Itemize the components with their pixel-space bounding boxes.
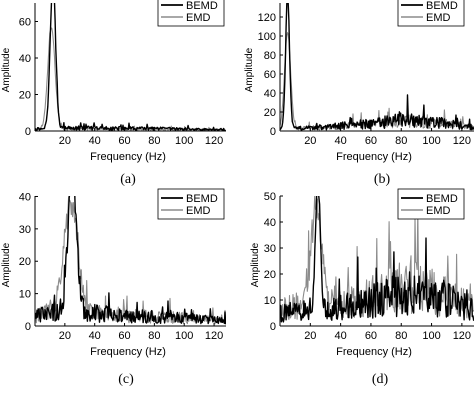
y-tick-label: 40	[264, 217, 276, 229]
y-tick-label: 10	[19, 289, 31, 301]
panel-label: (a)	[120, 172, 136, 187]
legend-entry: BEMD	[186, 193, 218, 205]
x-tick-label: 40	[89, 135, 101, 147]
y-tick-label: 30	[264, 243, 276, 255]
x-tick-label: 120	[453, 330, 471, 342]
y-tick-label: 20	[19, 90, 31, 102]
legend-box	[157, 188, 225, 220]
x-tick-label: 40	[89, 330, 101, 342]
x-tick-label: 40	[335, 135, 347, 147]
y-tick-label: 20	[264, 107, 276, 119]
x-tick-label: 80	[395, 135, 407, 147]
x-tick-label: 120	[205, 135, 223, 147]
y-axis-label: Amplitude	[1, 47, 12, 92]
y-tick-label: 40	[19, 53, 31, 65]
legend-entry: EMD	[426, 12, 451, 24]
figure-caption-cropped	[2, 382, 472, 402]
panel-label: (c)	[118, 372, 134, 387]
x-tick-label: 120	[453, 135, 471, 147]
panel-label: (d)	[372, 372, 389, 387]
y-tick-label: 80	[264, 50, 276, 62]
legend-box	[397, 0, 465, 27]
x-tick-label: 100	[175, 135, 193, 147]
legend-entry: BEMD	[186, 0, 218, 12]
x-axis-label: Frequency (Hz)	[90, 151, 166, 163]
y-tick-label: 0	[270, 126, 276, 138]
series-line-bemd	[35, 196, 226, 325]
y-tick-label: 50	[264, 191, 276, 203]
series-line-emd	[280, 32, 474, 131]
x-tick-label: 40	[335, 330, 347, 342]
x-tick-label: 60	[365, 135, 377, 147]
x-tick-label: 60	[365, 330, 377, 342]
x-tick-label: 60	[118, 135, 130, 147]
series-line-bemd	[35, 3, 226, 131]
y-tick-label: 30	[19, 224, 31, 236]
chart-panel-a: 20 40 60 80 100 120 0 20 40 60 Frequency (Hz) Ampli…	[1, 0, 226, 187]
x-axis-label: Frequency (Hz)	[336, 151, 412, 163]
series-line-bemd	[280, 3, 474, 131]
x-tick-label: 20	[304, 135, 316, 147]
y-tick-label: 40	[19, 191, 31, 203]
series-line-emd	[35, 27, 226, 131]
x-tick-label: 80	[148, 330, 160, 342]
chart-panel-c: 20 40 60 80 100 120 0 10 20 30 40 Frequency (Hz) Amp…	[1, 188, 226, 387]
x-tick-label: 80	[395, 330, 407, 342]
x-tick-label: 100	[422, 135, 440, 147]
y-tick-label: 0	[25, 321, 31, 333]
x-tick-label: 100	[175, 330, 193, 342]
legend-entry: EMD	[426, 205, 451, 217]
y-tick-label: 120	[258, 12, 276, 24]
y-tick-label: 0	[25, 126, 31, 138]
legend-entry: BEMD	[426, 193, 458, 205]
y-axis-label: Amplitude	[244, 47, 255, 92]
x-tick-label: 20	[304, 330, 316, 342]
legend-box	[397, 188, 465, 220]
x-axis-label: Frequency (Hz)	[90, 346, 166, 358]
legend-entry: EMD	[186, 205, 211, 217]
y-tick-label: 20	[19, 256, 31, 268]
x-tick-label: 20	[59, 330, 71, 342]
chart-panel-b: 20 40 60 80 100 120 0 20 40 60 80 100 120 Frequency (…	[244, 0, 474, 187]
y-tick-label: 100	[258, 31, 276, 43]
y-tick-label: 60	[264, 69, 276, 81]
x-tick-label: 100	[422, 330, 440, 342]
x-tick-label: 20	[59, 135, 71, 147]
y-tick-label: 0	[270, 321, 276, 333]
y-tick-label: 10	[264, 295, 276, 307]
legend-entry: EMD	[186, 12, 211, 24]
chart-panel-d: 20 40 60 80 100 120 0 10 20 30 40 50 Frequency (Hz) A…	[250, 188, 474, 387]
x-tick-label: 80	[148, 135, 160, 147]
y-axis-label: Amplitude	[250, 242, 261, 287]
y-axis-label: Amplitude	[1, 242, 12, 287]
x-tick-label: 120	[205, 330, 223, 342]
x-axis-label: Frequency (Hz)	[336, 346, 412, 358]
y-tick-label: 40	[264, 88, 276, 100]
y-tick-label: 20	[264, 269, 276, 281]
panel-label: (b)	[374, 172, 391, 187]
y-tick-label: 60	[19, 17, 31, 29]
legend-entry: BEMD	[426, 0, 458, 12]
series-line-bemd	[280, 196, 474, 323]
x-tick-label: 60	[118, 330, 130, 342]
